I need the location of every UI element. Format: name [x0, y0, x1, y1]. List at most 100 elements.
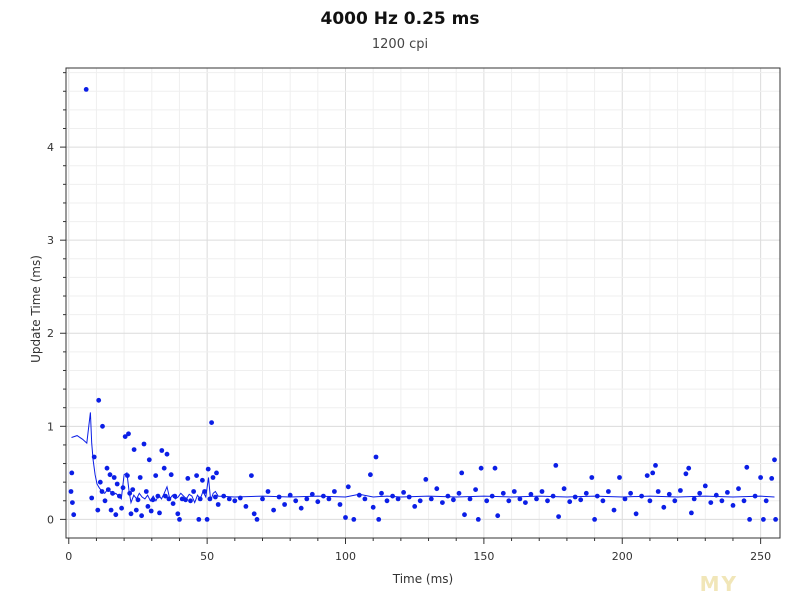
data-point	[384, 498, 390, 504]
data-point	[592, 517, 597, 522]
data-point	[95, 507, 101, 513]
data-point	[434, 486, 440, 492]
data-point	[125, 473, 130, 478]
data-point	[271, 507, 276, 513]
data-point	[97, 479, 103, 485]
data-point	[141, 441, 147, 447]
data-point	[202, 489, 208, 494]
data-point	[639, 493, 644, 499]
axis-ticks: 0 50 100 150 200 250 0 1 2 3 4	[47, 72, 771, 563]
data-point	[111, 475, 117, 480]
chart-subtitle: 1200 cpi	[371, 37, 429, 52]
data-point	[428, 496, 434, 502]
data-point	[534, 496, 539, 502]
data-point	[600, 498, 606, 504]
data-point	[185, 476, 191, 481]
y-axis-label: Update Time (ms)	[29, 255, 43, 363]
data-point	[661, 504, 667, 510]
data-point	[100, 423, 105, 429]
data-point	[69, 470, 75, 476]
data-point	[128, 511, 134, 517]
y-tick-label: 3	[47, 234, 54, 247]
data-point	[633, 511, 639, 517]
data-point	[243, 504, 249, 509]
data-point	[741, 498, 747, 504]
data-point	[209, 420, 215, 425]
data-point	[91, 454, 97, 460]
data-point	[177, 517, 182, 522]
data-point	[276, 494, 282, 500]
data-point	[556, 514, 561, 519]
chart-title: 4000 Hz 0.25 ms	[320, 9, 480, 29]
data-point	[137, 475, 143, 480]
grid-lines	[66, 68, 780, 538]
data-point	[183, 497, 189, 503]
data-point	[114, 481, 120, 487]
data-point	[362, 496, 368, 502]
data-point	[725, 490, 730, 495]
data-point	[135, 497, 141, 503]
y-tick-label: 2	[47, 327, 54, 340]
x-axis-label: Time (ms)	[392, 572, 454, 586]
data-point	[105, 487, 111, 492]
data-point	[484, 498, 490, 504]
data-point	[456, 490, 462, 496]
data-point	[251, 511, 257, 517]
data-point	[175, 511, 181, 517]
data-point	[401, 490, 406, 495]
data-point	[315, 499, 321, 505]
data-point	[287, 492, 293, 498]
x-tick-label: 200	[612, 550, 633, 563]
data-point	[650, 470, 656, 476]
data-point	[161, 465, 167, 471]
data-point	[321, 493, 326, 499]
data-point	[550, 493, 556, 499]
data-point	[170, 501, 176, 506]
data-point	[708, 500, 714, 505]
data-point	[207, 496, 213, 502]
data-point	[423, 477, 429, 482]
data-point	[689, 510, 694, 516]
data-point	[744, 464, 750, 470]
data-point	[71, 512, 77, 518]
data-point	[304, 496, 310, 502]
data-point	[205, 466, 211, 472]
data-point	[96, 397, 102, 403]
data-point	[412, 504, 418, 509]
data-point	[506, 498, 512, 504]
data-point	[254, 517, 260, 522]
data-point	[164, 451, 170, 457]
data-point	[104, 465, 110, 471]
data-point	[459, 470, 465, 476]
data-point	[130, 487, 136, 492]
data-point	[376, 517, 382, 522]
x-tick-label: 100	[335, 550, 356, 563]
x-tick-label: 0	[65, 550, 72, 563]
data-point	[697, 490, 703, 496]
data-point	[370, 504, 376, 510]
data-marks	[68, 87, 778, 522]
data-point	[168, 472, 174, 478]
data-point	[567, 499, 573, 505]
data-point	[752, 493, 758, 499]
data-point	[572, 494, 578, 500]
data-point	[89, 495, 95, 501]
data-point	[282, 502, 287, 507]
data-point	[131, 447, 137, 452]
data-point	[713, 492, 719, 498]
data-point	[686, 465, 692, 471]
data-point	[772, 457, 777, 463]
data-point	[188, 498, 193, 504]
data-point	[390, 493, 395, 499]
data-point	[492, 465, 498, 471]
data-point	[166, 496, 172, 502]
data-point	[102, 498, 108, 504]
data-point	[451, 497, 456, 503]
data-point	[127, 490, 133, 496]
data-point	[210, 475, 216, 480]
data-point	[373, 454, 379, 460]
data-point	[653, 463, 658, 468]
data-point	[583, 490, 589, 496]
data-point	[473, 487, 478, 492]
data-point	[440, 500, 445, 505]
